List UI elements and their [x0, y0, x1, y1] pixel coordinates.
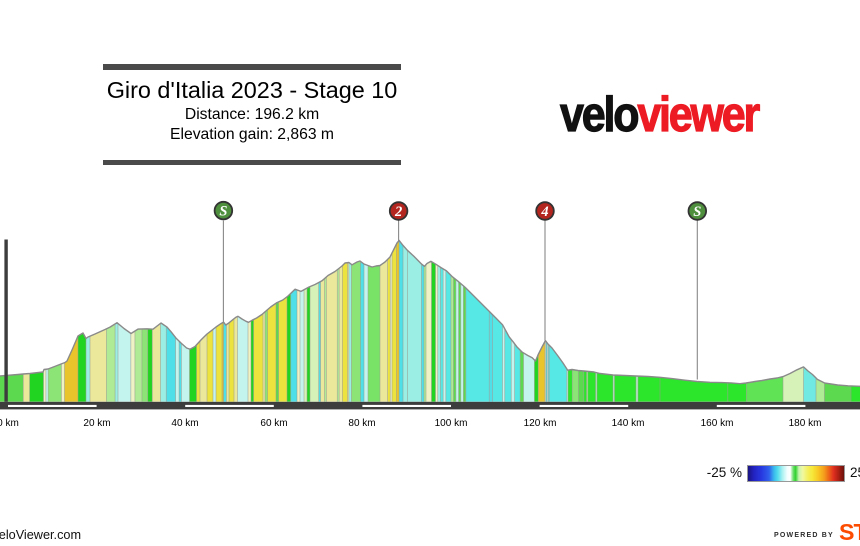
svg-text:S: S — [693, 204, 701, 220]
svg-text:4: 4 — [540, 204, 548, 220]
svg-text:S: S — [219, 203, 227, 219]
svg-text:2: 2 — [394, 204, 402, 220]
